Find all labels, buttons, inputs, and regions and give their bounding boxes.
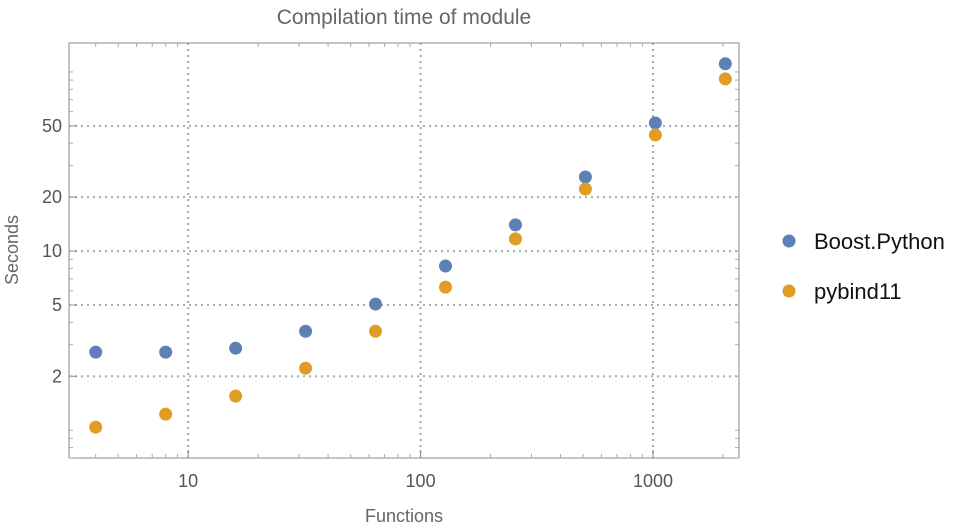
y-tick-label: 10: [42, 241, 62, 261]
plot-frame: [68, 42, 740, 459]
point-boost-python: [369, 297, 383, 311]
point-pybind11: [159, 407, 173, 421]
x-tick-label: 1000: [633, 471, 673, 491]
chart-title: Compilation time of module: [277, 6, 531, 29]
legend-label-boost-python: Boost.Python: [814, 229, 945, 254]
point-boost-python: [438, 259, 452, 273]
x-tick-label: 100: [406, 471, 436, 491]
point-boost-python: [648, 116, 662, 130]
y-tick-label: 5: [52, 295, 62, 315]
y-tick-label: 2: [52, 366, 62, 386]
point-boost-python: [89, 345, 103, 359]
point-boost-python: [299, 324, 313, 338]
point-pybind11: [229, 389, 243, 403]
point-pybind11: [578, 182, 592, 196]
point-pybind11: [369, 324, 383, 338]
point-pybind11: [438, 280, 452, 294]
y-axis-label: Seconds: [2, 215, 22, 285]
point-pybind11: [508, 232, 522, 246]
point-pybind11: [648, 128, 662, 142]
x-axis-label: Functions: [365, 506, 443, 525]
point-boost-python: [229, 341, 243, 355]
legend-label-pybind11: pybind11: [814, 279, 902, 304]
legend-marker-pybind11: [782, 284, 796, 298]
point-boost-python: [578, 170, 592, 184]
ticks: 10 100 1000 2 5 10 20 50: [42, 43, 739, 491]
point-pybind11: [299, 361, 313, 375]
x-tick-label: 10: [178, 471, 198, 491]
y-tick-label: 50: [42, 116, 62, 136]
legend: Boost.Python pybind11: [782, 229, 945, 304]
point-pybind11: [718, 72, 732, 86]
point-boost-python: [508, 218, 522, 232]
point-boost-python: [718, 57, 732, 71]
legend-marker-boost-python: [782, 234, 796, 248]
point-boost-python: [159, 345, 173, 359]
grid: [69, 43, 739, 458]
y-tick-label: 20: [42, 187, 62, 207]
point-pybind11: [89, 420, 103, 434]
points: [89, 57, 732, 434]
